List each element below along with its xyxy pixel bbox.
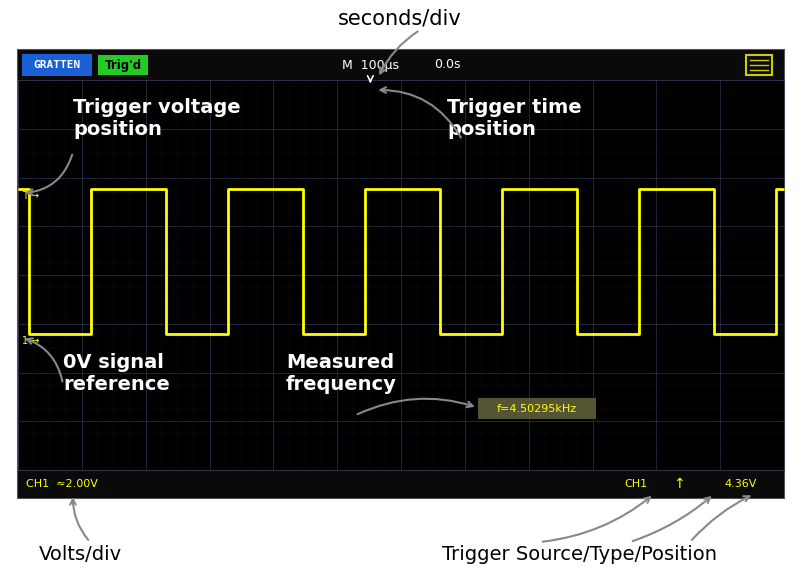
Bar	[22, 54, 92, 76]
Text: ↑: ↑	[673, 477, 685, 491]
Bar	[18, 80, 784, 470]
Text: CH1  ≈2.00V: CH1 ≈2.00V	[26, 479, 98, 489]
Text: 1 →: 1 →	[22, 336, 39, 345]
Text: Trigger Source/Type/Position: Trigger Source/Type/Position	[443, 545, 718, 565]
Text: 0V signal
reference: 0V signal reference	[63, 353, 170, 394]
Bar	[18, 50, 784, 80]
Bar	[18, 50, 784, 498]
Text: T →: T →	[22, 191, 39, 201]
Text: 0.0s: 0.0s	[434, 58, 460, 71]
Text: seconds/div: seconds/div	[338, 8, 462, 28]
Text: M  100μs: M 100μs	[342, 58, 399, 71]
Text: Measured
frequency: Measured frequency	[286, 353, 397, 394]
Text: Trig'd: Trig'd	[104, 58, 142, 71]
Text: Volts/div: Volts/div	[38, 545, 122, 565]
Bar	[478, 397, 596, 419]
Text: GRATTEN: GRATTEN	[34, 60, 81, 70]
Text: Trigger time
position: Trigger time position	[447, 98, 581, 139]
Bar	[98, 55, 148, 75]
Text: Trigger voltage
position: Trigger voltage position	[73, 98, 241, 139]
Text: CH1: CH1	[624, 479, 647, 489]
Bar	[18, 470, 784, 498]
Text: 4.36V: 4.36V	[724, 479, 756, 489]
Text: f=4.50295kHz: f=4.50295kHz	[496, 404, 577, 413]
